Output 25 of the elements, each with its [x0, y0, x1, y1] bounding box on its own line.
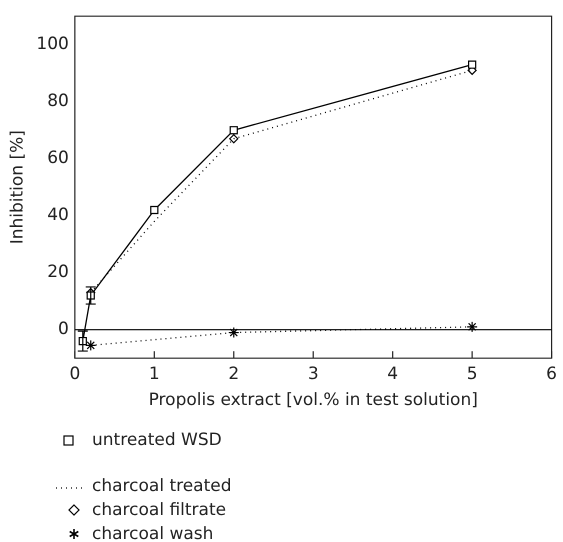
x-axis-title: Propolis extract [vol.% in test solution] — [148, 390, 478, 410]
point — [150, 206, 158, 214]
point — [230, 126, 238, 134]
legend-label: charcoal filtrate — [92, 499, 226, 522]
y-tick-label: 100 — [36, 34, 69, 54]
legend-label: charcoal wash — [92, 523, 214, 542]
y-tick-label: 40 — [47, 205, 69, 226]
legend-label: untreated WSD — [92, 429, 222, 452]
x-tick-label: 3 — [308, 364, 319, 384]
y-tick-label: 60 — [47, 148, 69, 168]
x-tick-label: 5 — [466, 364, 478, 384]
point — [85, 340, 96, 351]
x-tick-label: 2 — [228, 364, 240, 384]
point — [468, 60, 476, 69]
y-tick-label: 20 — [47, 262, 69, 282]
x-tick-label: 1 — [148, 364, 160, 384]
x-tick-label: 6 — [546, 364, 558, 384]
point — [466, 321, 478, 332]
point — [228, 326, 240, 338]
y-tick-label: 80 — [47, 91, 69, 112]
x-tick-label: 4 — [387, 364, 398, 384]
y-axis-title: Inhibition [%] — [8, 130, 28, 244]
legend-label: charcoal treated — [92, 475, 232, 498]
y-tick-label: 0 — [58, 319, 69, 340]
point — [229, 134, 238, 144]
